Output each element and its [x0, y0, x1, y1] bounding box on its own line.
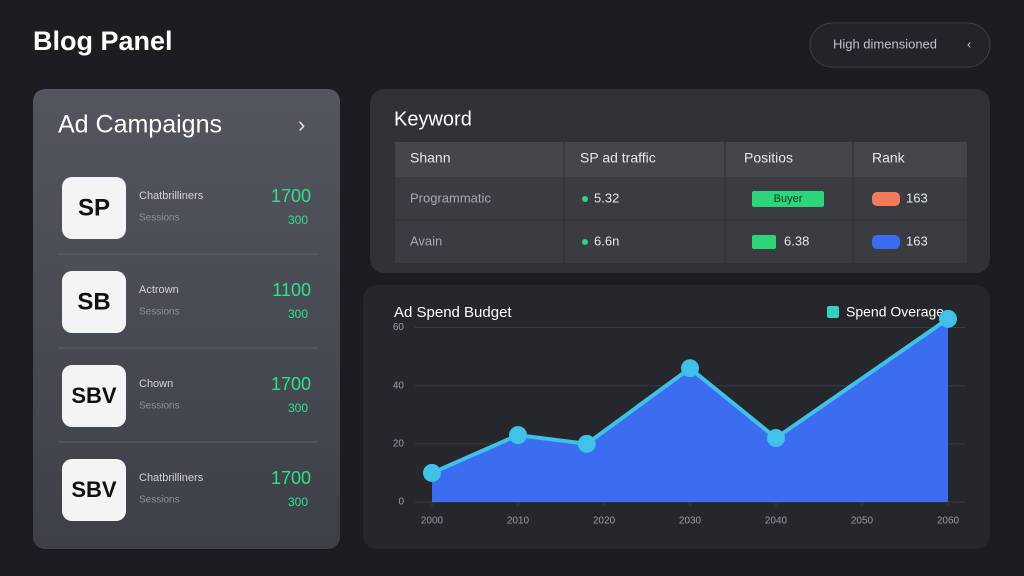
column-header: SP ad traffic: [580, 150, 656, 166]
campaign-subvalue: 300: [288, 307, 308, 321]
x-tick-label: 2060: [937, 516, 960, 527]
x-tick-label: 2010: [507, 516, 530, 527]
point[interactable]: [767, 429, 785, 448]
traffic-dot: [582, 239, 588, 245]
campaign-value: 1700: [271, 186, 311, 206]
campaign-value: 1100: [272, 280, 311, 300]
point[interactable]: [509, 426, 527, 445]
point[interactable]: [939, 309, 957, 328]
x-tick-label: 2050: [851, 516, 874, 527]
rank-pill: [872, 192, 900, 206]
badge[interactable]: [62, 459, 126, 521]
position-bar: [752, 235, 776, 249]
table-header: [395, 142, 967, 177]
campaign-subvalue: 300: [288, 495, 308, 509]
campaign-name: Chown: [139, 378, 173, 390]
campaign-sub: Sessions: [139, 495, 180, 506]
point[interactable]: [681, 359, 699, 378]
x-tick-label: 2000: [421, 516, 444, 527]
page-title: Blog Panel: [33, 26, 173, 56]
traffic-dot: [582, 196, 588, 202]
column-header: Rank: [872, 150, 906, 166]
point[interactable]: [423, 463, 441, 482]
badge[interactable]: [62, 271, 126, 333]
cell-position: Buyer: [774, 193, 803, 205]
campaign-name: Actrown: [139, 284, 179, 296]
column-header: Shann: [410, 150, 450, 166]
y-tick-label: 40: [393, 380, 405, 391]
badge-label: SBV: [71, 477, 117, 502]
area: [432, 318, 948, 502]
cell-position: 6.38: [784, 233, 809, 248]
button-icon: ‹: [967, 36, 971, 51]
line: [431, 317, 950, 475]
campaign-value: 1700: [271, 468, 311, 488]
cell-rank: 163: [906, 233, 928, 248]
legend-swatch: [827, 306, 839, 318]
badge-label: SBV: [71, 383, 117, 408]
panel-title: Ad Campaigns: [58, 111, 222, 139]
campaign-value: 1700: [271, 374, 311, 394]
header-button[interactable]: [809, 22, 991, 68]
campaign-subvalue: 300: [288, 213, 308, 227]
cell-traffic: 5.32: [594, 190, 619, 205]
cell-traffic: 6.6n: [594, 233, 619, 248]
campaign-sub: Sessions: [139, 401, 180, 412]
badge-label: SP: [78, 194, 110, 221]
campaign-subvalue: 300: [288, 401, 308, 415]
table-title: Keyword: [394, 108, 472, 130]
rank-pill: [872, 235, 900, 249]
badge[interactable]: [62, 177, 126, 239]
y-tick-label: 60: [393, 322, 405, 333]
cell-name: Avain: [410, 233, 442, 248]
header-button-label[interactable]: High dimensioned: [833, 36, 937, 51]
x-tick-label: 2020: [593, 516, 616, 527]
campaign-sub: Sessions: [139, 307, 180, 318]
y-tick-label: 0: [398, 497, 404, 508]
campaign-name: Chatbrilliners: [139, 472, 204, 484]
position-bar: [752, 191, 824, 207]
legend-label: Spend Overage: [846, 304, 944, 320]
point[interactable]: [577, 434, 596, 453]
badge[interactable]: [62, 365, 126, 427]
badge-label: SB: [77, 288, 110, 315]
x-tick-label: 2030: [679, 516, 702, 527]
cell-name: Programmatic: [410, 190, 491, 205]
campaign-name: Chatbrilliners: [139, 190, 204, 202]
chart-title: Ad Spend Budget: [394, 304, 512, 321]
panel-arrow[interactable]: ›: [298, 112, 305, 137]
campaign-sub: Sessions: [139, 213, 180, 224]
x-tick-label: 2040: [765, 516, 788, 527]
y-tick-label: 20: [393, 438, 405, 449]
column-header: Positios: [744, 150, 793, 166]
cell-rank: 163: [906, 190, 928, 205]
